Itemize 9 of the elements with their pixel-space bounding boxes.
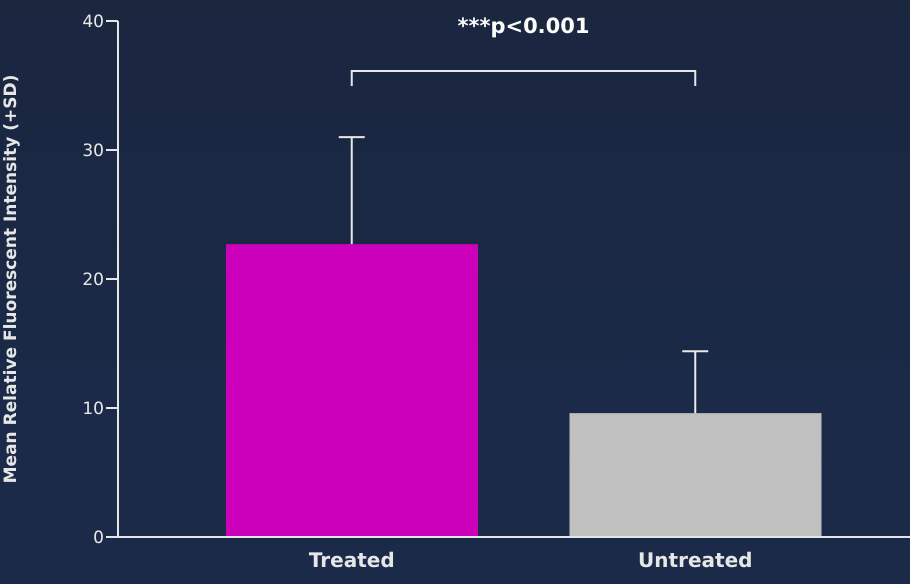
x-tick-label: Treated [308,548,395,572]
y-tick-label: 0 [93,528,104,548]
x-tick-label: Untreated [638,548,752,572]
y-tick-label: 20 [82,270,104,290]
y-axis-title: Mean Relative Fluorescent Intensity (+SD) [1,74,22,484]
y-tick-label: 40 [82,12,104,32]
y-tick-label: 10 [82,399,104,420]
annotation: ***p<0.001 [458,14,590,38]
y-tick-label: 30 [82,141,104,162]
